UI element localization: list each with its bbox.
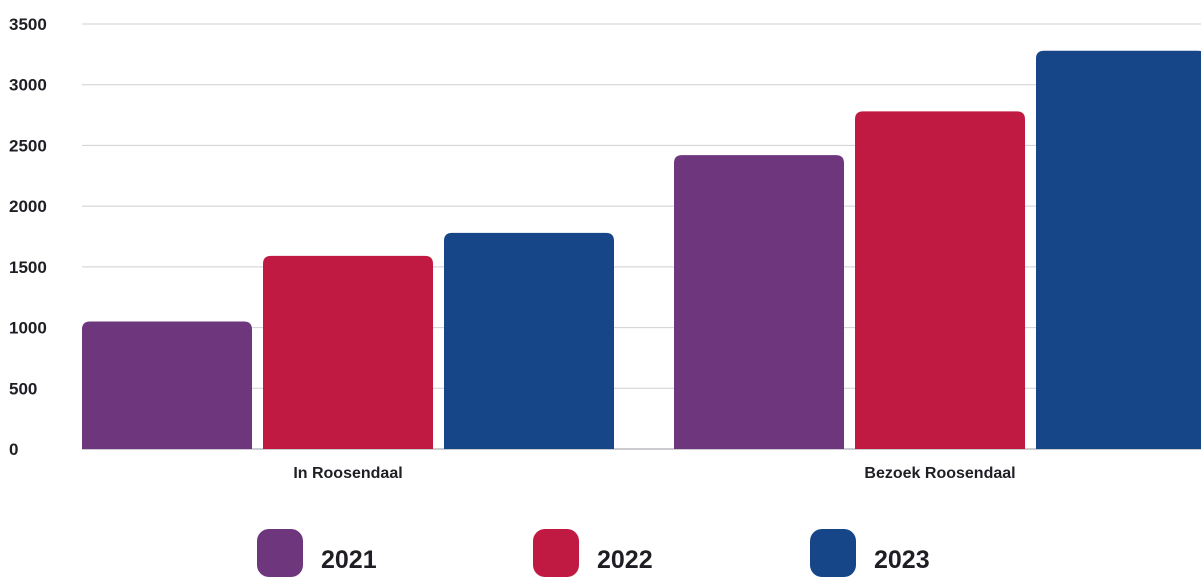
x-category-label: In Roosendaal <box>293 465 402 482</box>
bar-2023-1 <box>1036 50 1201 449</box>
y-tick-label: 2500 <box>9 136 47 155</box>
bar-2023-0 <box>444 232 614 449</box>
bar-2022-1 <box>855 111 1025 449</box>
legend-item-2022: 2022 <box>533 529 653 577</box>
y-tick-label: 1500 <box>9 258 47 277</box>
bar-2021-1 <box>674 155 844 449</box>
legend-swatch-2022 <box>533 529 579 577</box>
legend-item-2023: 2023 <box>810 529 930 577</box>
legend-swatch-2021 <box>257 529 303 577</box>
legend-label-2021: 2021 <box>321 546 377 574</box>
y-axis-ticks: 0 500 1000 1500 2000 2500 3000 3500 <box>9 15 47 459</box>
y-tick-label: 500 <box>9 379 37 398</box>
y-tick-label: 1000 <box>9 319 47 338</box>
y-tick-label: 0 <box>9 440 18 459</box>
y-tick-label: 2000 <box>9 197 47 216</box>
bar-2022-0 <box>263 255 433 449</box>
legend-label-2022: 2022 <box>597 546 653 574</box>
legend-item-2021: 2021 <box>257 529 377 577</box>
legend-label-2023: 2023 <box>874 546 930 574</box>
legend: 2021 2022 2023 <box>0 529 1201 577</box>
legend-swatch-2023 <box>810 529 856 577</box>
chart-plot: 0 500 1000 1500 2000 2500 3000 3500 In Roosenda… <box>9 15 1201 482</box>
y-tick-label: 3000 <box>9 76 47 95</box>
x-axis-categories: In Roosendaal Bezoek Roosendaal <box>293 465 1015 482</box>
bar-2021-0 <box>82 321 252 449</box>
y-tick-label: 3500 <box>9 15 47 34</box>
bars <box>82 50 1201 449</box>
x-category-label: Bezoek Roosendaal <box>864 465 1015 482</box>
